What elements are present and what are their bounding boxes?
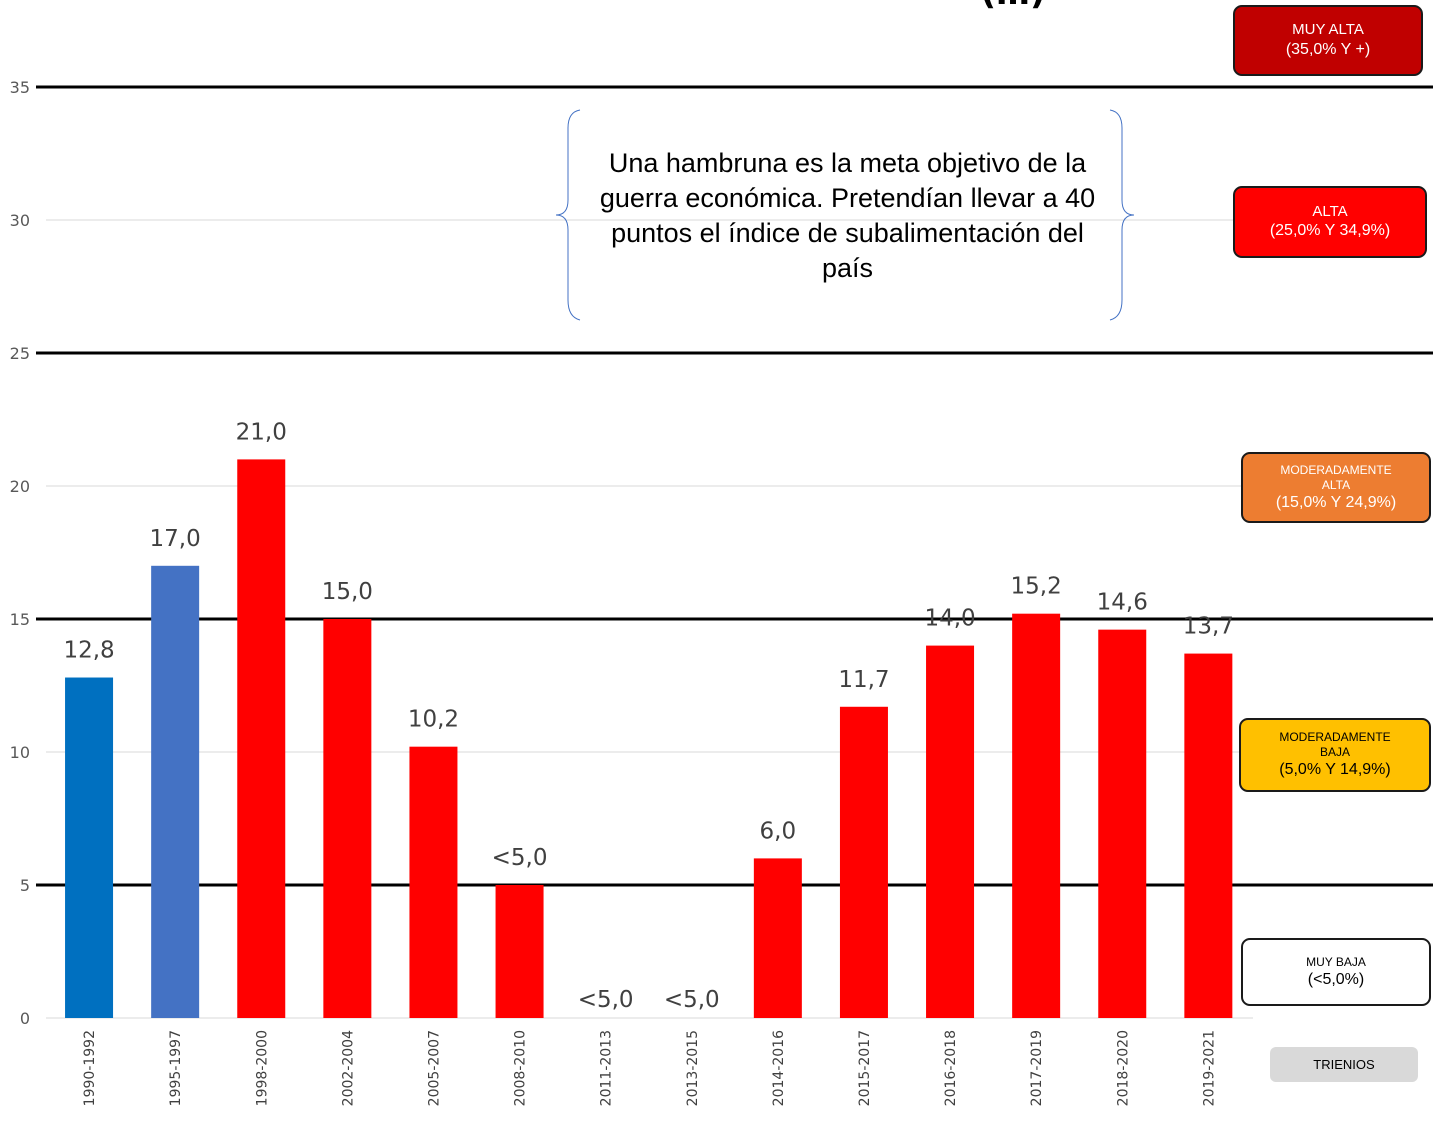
x-tick-label: 2015-2017 xyxy=(857,1030,873,1106)
data-label: 6,0 xyxy=(760,818,797,844)
bar xyxy=(1012,613,1061,1018)
legend-alta-label: ALTA xyxy=(1312,202,1348,220)
legend-moderadamente-alta-label: MODERADAMENTE ALTA xyxy=(1280,462,1392,492)
x-axis-label: TRIENIOS xyxy=(1270,1047,1418,1082)
data-label: 15,0 xyxy=(322,579,373,605)
x-tick-label: 1990-1992 xyxy=(82,1030,98,1106)
data-label: 10,2 xyxy=(408,707,459,733)
annotation-text: Una hambruna es la meta objetivo de la g… xyxy=(599,148,1096,284)
legend-moderadamente-baja: MODERADAMENTE BAJA (5,0% Y 14,9%) xyxy=(1239,718,1431,792)
y-axis-ticks: 0 5 10 15 20 25 30 35 xyxy=(10,78,30,1028)
legend-muy-alta: MUY ALTA (35,0% Y +) xyxy=(1233,5,1423,76)
data-labels: 12,8 17,0 21,0 15,0 10,2 <5,0 <5,0 <5,0 6,0 11,7 1… xyxy=(63,419,1234,1013)
data-label: 14,0 xyxy=(924,606,975,632)
bar xyxy=(495,885,544,1018)
annotation-brace-left xyxy=(555,109,581,321)
bar xyxy=(237,459,286,1018)
data-label: 15,2 xyxy=(1011,574,1062,600)
bars xyxy=(65,459,1233,1018)
x-tick-label: 1995-1997 xyxy=(168,1030,184,1106)
data-label: 12,8 xyxy=(63,638,114,664)
legend-moderadamente-baja-range: (5,0% Y 14,9%) xyxy=(1279,761,1391,778)
y-tick-label: 35 xyxy=(10,78,30,97)
legend-moderadamente-alta: MODERADAMENTE ALTA (15,0% Y 24,9%) xyxy=(1241,452,1431,523)
x-tick-label: 2016-2018 xyxy=(943,1030,959,1106)
bar xyxy=(1098,629,1147,1018)
bar xyxy=(839,706,888,1018)
bar xyxy=(323,619,372,1018)
legend-moderadamente-baja-label: MODERADAMENTE BAJA xyxy=(1279,730,1391,759)
x-tick-label: 2014-2016 xyxy=(771,1030,787,1106)
data-label: <5,0 xyxy=(664,987,720,1013)
x-tick-label: 2002-2004 xyxy=(340,1030,356,1106)
data-label: <5,0 xyxy=(492,845,548,871)
x-tick-label: 2008-2010 xyxy=(513,1030,529,1106)
legend-muy-baja: MUY BAJA (<5,0%) xyxy=(1241,938,1431,1006)
bar xyxy=(65,677,114,1018)
x-tick-label: 2013-2015 xyxy=(685,1030,701,1106)
legend-muy-alta-range: (35,0% Y +) xyxy=(1285,40,1371,58)
y-tick-label: 25 xyxy=(10,344,30,363)
x-axis-ticks: 1990-1992 1995-1997 1998-2000 2002-2004 2005… xyxy=(82,1030,1217,1106)
data-label: 17,0 xyxy=(150,526,201,552)
annotation-brace-right xyxy=(1109,109,1135,321)
data-label: 11,7 xyxy=(838,667,889,693)
data-label: <5,0 xyxy=(578,987,634,1013)
x-tick-label: 2011-2013 xyxy=(599,1030,615,1106)
legend-alta-range: (25,0% Y 34,9%) xyxy=(1269,222,1391,240)
x-tick-label: 2017-2019 xyxy=(1029,1030,1045,1106)
legend-muy-alta-label: MUY ALTA xyxy=(1292,21,1364,39)
y-tick-label: 0 xyxy=(20,1009,30,1028)
y-tick-label: 10 xyxy=(10,743,30,762)
bar xyxy=(151,565,200,1018)
x-tick-label: 1998-2000 xyxy=(254,1030,270,1106)
legend-muy-baja-label: MUY BAJA xyxy=(1306,954,1366,969)
x-tick-label: 2018-2020 xyxy=(1115,1030,1131,1106)
legend-alta: ALTA (25,0% Y 34,9%) xyxy=(1233,186,1427,258)
legend-moderadamente-alta-range: (15,0% Y 24,9%) xyxy=(1275,493,1397,511)
bar xyxy=(409,746,458,1018)
y-tick-label: 5 xyxy=(20,876,30,895)
bar xyxy=(1184,653,1233,1018)
chart-title-fragment: (…) xyxy=(980,0,1045,13)
data-label: 14,6 xyxy=(1097,590,1148,616)
legend-muy-baja-range: (<5,0%) xyxy=(1307,970,1365,988)
data-label: 13,7 xyxy=(1183,614,1234,640)
bar xyxy=(753,858,802,1018)
y-tick-label: 30 xyxy=(10,211,30,230)
x-tick-label: 2019-2021 xyxy=(1201,1030,1217,1106)
y-tick-label: 20 xyxy=(10,477,30,496)
data-label: 21,0 xyxy=(236,419,287,445)
y-tick-label: 15 xyxy=(10,610,30,629)
bar xyxy=(926,645,975,1018)
x-tick-label: 2005-2007 xyxy=(426,1030,442,1106)
